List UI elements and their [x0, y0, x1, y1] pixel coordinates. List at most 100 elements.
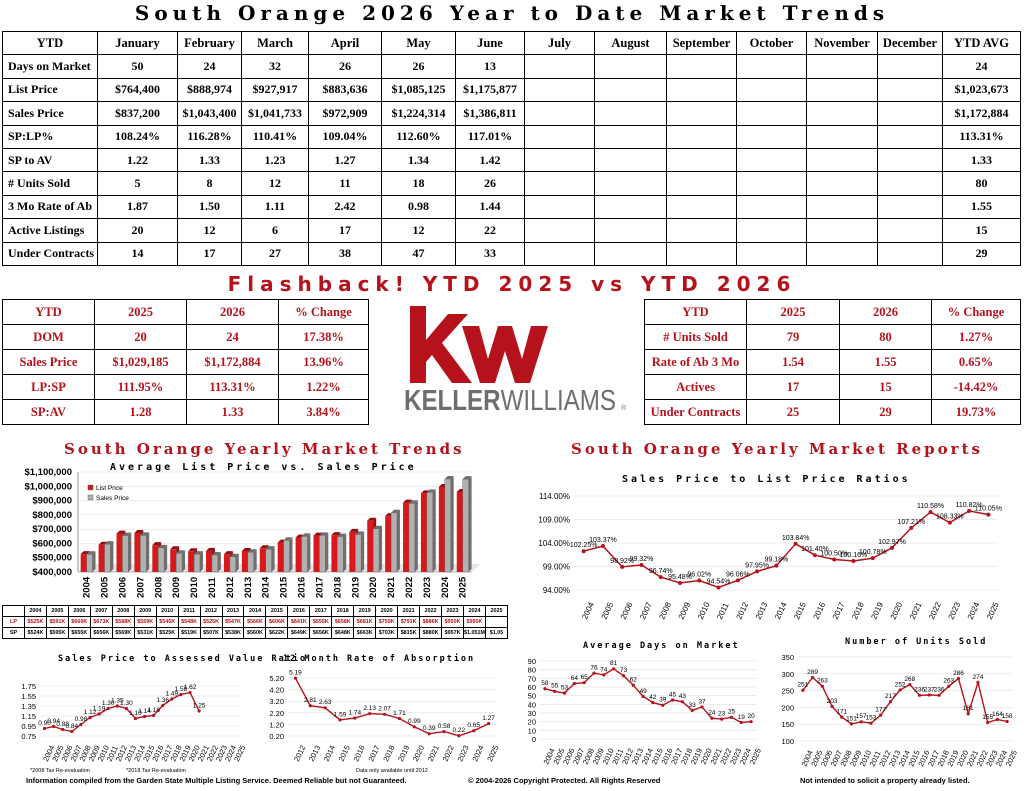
compare-header-cell: % Change: [278, 299, 369, 325]
lp-value: $547K: [221, 616, 245, 628]
bar-sales-2010: [193, 553, 201, 573]
ytd-cell: [806, 54, 878, 79]
sp-value: $538K: [221, 627, 245, 639]
ytd-cell: [524, 194, 595, 220]
bar-sales-2018: [337, 536, 344, 573]
sp-value: $663K: [353, 627, 377, 639]
lp-value: $759K: [375, 616, 399, 628]
bar-x-tick: 2005: [100, 576, 111, 598]
ytd-cell: [877, 218, 943, 243]
abs-chart-title: 12 Month Rate of Absorption: [283, 654, 476, 664]
lp-sp-year: 2011: [177, 605, 201, 617]
compare-cell: 1.54: [746, 349, 840, 375]
line-point: [562, 691, 567, 695]
ytd-cell: $927,917: [241, 77, 309, 103]
line-point: [486, 721, 491, 726]
lp-sp-year-table: 2004 2005 2006 2007 2008 2009 2010 2011 2012 2013…: [2, 605, 509, 639]
bar-top: [444, 476, 454, 479]
line-data-label: 1.16: [147, 707, 160, 714]
ytd-cell: 50: [97, 54, 178, 79]
bar-y-tick: $400,000: [32, 567, 72, 578]
ytd-cell: 22: [455, 218, 525, 243]
ytd-cell: [877, 77, 943, 103]
days-on-market-chart: 0102030405060708090200420052006200720082…: [528, 657, 763, 766]
bar-list-2014: [259, 548, 266, 572]
line-point: [88, 715, 92, 720]
line-data-label: 100.78%: [859, 549, 887, 556]
line-data-label: 0.84: [65, 723, 78, 730]
line-point: [42, 726, 47, 731]
line-y-tick: 150: [781, 720, 794, 729]
ytd-cell: 26: [381, 54, 456, 79]
line-y-tick: 20: [528, 718, 536, 727]
legend-label: List Price: [96, 485, 123, 492]
line-point: [188, 690, 192, 695]
line-data-label: 5.19: [289, 670, 302, 677]
ytd-cell: 24: [177, 54, 242, 79]
line-series: [544, 667, 752, 724]
flashback-title: Flashback! YTD 2025 vs YTD 2026: [227, 272, 797, 296]
ytd-cell: 38: [308, 241, 382, 266]
sp-value: $1.051M: [463, 627, 486, 639]
line-data-label: 268: [904, 676, 915, 683]
bar-y-tick: $800,000: [32, 510, 72, 521]
ytd-row: 3 Mo Rate of Ab 1.87 1.50 1.11 2.42 0.98 1.44 1…: [2, 194, 1021, 220]
bar-top: [158, 544, 168, 548]
compare-cell: 3.84%: [278, 399, 369, 425]
lp-value: $548K: [177, 616, 201, 628]
line-point: [582, 681, 586, 685]
ytd-cell: 12: [177, 218, 242, 243]
line-y-tick: 1.55: [21, 692, 36, 701]
compare-cell: 29: [839, 399, 932, 425]
splp-chart-title: Sales Price to List Price Ratios: [622, 474, 911, 485]
line-x-tick: 2025: [985, 600, 1001, 620]
ytd-cell: [524, 124, 595, 149]
line-point: [427, 732, 431, 736]
lp-sp-year: 2024: [463, 605, 486, 617]
ytd-cell: [736, 147, 807, 173]
line-x-tick: 2007: [638, 600, 654, 620]
list-vs-sales-bar-chart: $400,000 $500,000 $600,000 $700,000 $800,000…: [24, 467, 480, 598]
line-data-label: 286: [953, 670, 964, 677]
ytd-cell: $883,636: [308, 77, 382, 103]
bar-sales-2016: [301, 536, 308, 573]
bar-x-tick: 2022: [404, 577, 415, 598]
bar-x-tick: 2025: [458, 576, 469, 598]
line-point: [581, 549, 586, 554]
bar-top: [259, 545, 269, 549]
bar-x-tick: 2004: [82, 576, 93, 598]
bar-x-tick: 2006: [117, 577, 128, 598]
lp-sp-year: 2020: [375, 605, 399, 617]
line-point: [133, 716, 138, 721]
line-y-tick: 104.00%: [538, 539, 570, 548]
line-data-label: 1.59: [334, 711, 347, 718]
line-point: [716, 585, 721, 590]
lp-sp-year: 2014: [243, 605, 267, 617]
ytd-row: # Units Sold 5 8 12 11 18 26 80: [2, 171, 1021, 196]
line-point: [947, 684, 951, 688]
compare-cell: 25: [746, 399, 840, 425]
bar-sales-2005: [104, 543, 111, 573]
bar-side: [325, 532, 329, 572]
line-point: [442, 729, 446, 734]
lp-row: LP $525K $591K $669K $673K $588K $559K $545K $54…: [2, 616, 509, 628]
lp-sp-year: 2010: [155, 605, 179, 617]
lp-value: $545K: [155, 616, 179, 628]
line-data-label: 217: [885, 693, 896, 700]
ytd-cell: 5: [97, 171, 178, 196]
line-data-label: 1.14: [138, 708, 151, 715]
line-data-label: 19: [738, 714, 746, 721]
line-data-label: 0.98: [75, 716, 88, 723]
line-data-label: 1.10: [129, 710, 142, 717]
section-left-title: South Orange Yearly Market Trends: [64, 440, 465, 458]
line-point: [986, 720, 990, 725]
lp-value: $591K: [45, 616, 69, 628]
line-series: [294, 677, 489, 737]
legend-label: Sales Price: [96, 495, 129, 502]
bar-top: [170, 546, 180, 550]
sp-value: $524K: [23, 627, 47, 639]
bar-x-tick: 2011: [207, 577, 218, 598]
line-data-label: 236: [934, 687, 945, 694]
line-point: [670, 698, 675, 702]
bar-side: [361, 531, 365, 572]
